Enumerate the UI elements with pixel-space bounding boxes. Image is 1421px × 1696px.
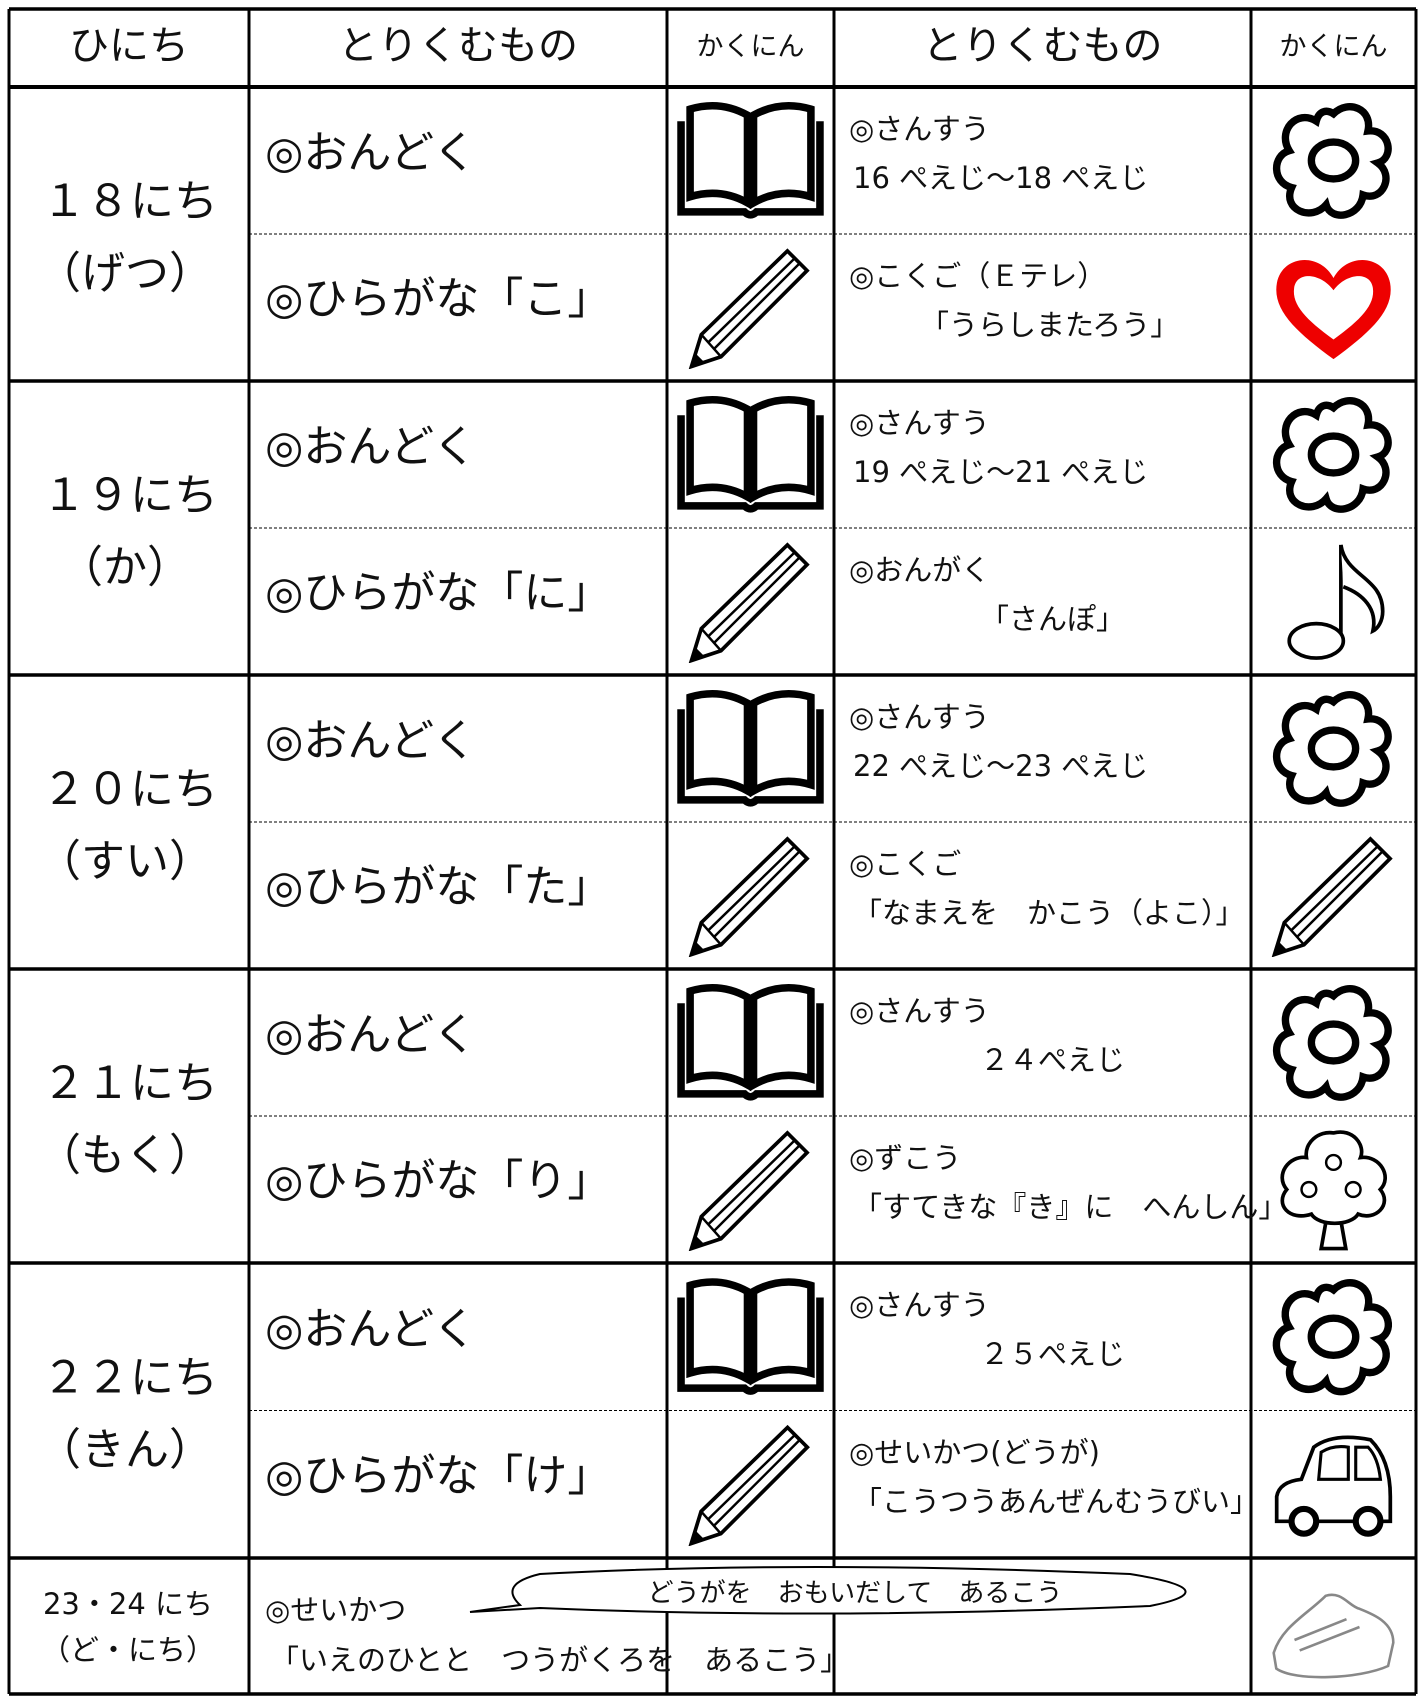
book-icon: [681, 988, 820, 1097]
heart-icon: [1276, 259, 1391, 360]
book-icon: [681, 400, 820, 509]
car-icon: [1277, 1437, 1391, 1533]
pencil-icon: [691, 1427, 807, 1543]
task-right-detail: 「こうつうあんぜんむうびい」: [853, 1485, 1259, 1519]
task-right-detail: 19 ぺえじ～21 ぺえじ: [853, 455, 1148, 489]
note-icon: [1289, 545, 1382, 658]
day-weekday: （きん）: [37, 1425, 213, 1476]
task-right: ◎こくご（Ｅテレ）: [849, 259, 1106, 293]
flower-icon: [1277, 107, 1389, 215]
day-weekday: （もく）: [37, 1130, 213, 1181]
task-right: ◎さんすう: [849, 700, 990, 734]
task-left: ◎ひらがな「に」: [265, 568, 611, 619]
bubble-text: どうがを おもいだして あるこう: [648, 1579, 1063, 1609]
header-label: とりくむもの: [338, 23, 578, 69]
task-left: ◎おんどく: [265, 716, 477, 767]
task-right: ◎ずこう: [849, 1141, 961, 1175]
pencil-icon: [691, 545, 807, 661]
day-weekday: （すい）: [37, 836, 213, 887]
day-weekday: （か）: [59, 542, 191, 593]
header-label: ひにち: [69, 23, 189, 69]
pencil-icon: [691, 1133, 807, 1249]
task-right: ◎さんすう: [849, 1288, 990, 1322]
day-date: １８にち: [42, 176, 218, 227]
task-right-detail: 「すてきな『き』に へんしん」: [853, 1190, 1287, 1224]
day-date: １９にち: [42, 470, 218, 521]
task-right: ◎さんすう: [849, 406, 990, 440]
header-label: とりくむもの: [923, 23, 1163, 69]
task-left: ◎おんどく: [265, 1304, 477, 1355]
task-right-detail: 16 ぺえじ～18 ぺえじ: [853, 161, 1148, 195]
day-date: ２０にち: [42, 764, 218, 815]
task-right-detail: ２４ぺえじ: [980, 1043, 1125, 1077]
pencil-icon: [1274, 839, 1390, 955]
task-right-detail: 22 ぺえじ～23 ぺえじ: [853, 749, 1148, 783]
task-right: ◎さんすう: [849, 112, 990, 146]
task-right: ◎こくご: [849, 847, 961, 881]
header-label: かくにん: [697, 32, 805, 63]
task-right-detail: 「なまえを かこう（よこ）」: [853, 896, 1245, 930]
speech-bubble: [469, 1566, 1187, 1615]
flower-icon: [1277, 695, 1389, 803]
flower-icon: [1276, 1283, 1388, 1392]
book-icon: [681, 1282, 820, 1391]
flower-icon: [1277, 989, 1389, 1097]
tree-icon: [1282, 1132, 1385, 1248]
task-right: ◎さんすう: [849, 994, 990, 1028]
task-right-detail: ２５ぺえじ: [980, 1337, 1125, 1371]
weekend-weekday: （ど・にち）: [41, 1633, 215, 1667]
header-label: かくにん: [1280, 32, 1388, 63]
task-right-detail: 「うらしまたろう」: [920, 308, 1179, 342]
task-left: ◎ひらがな「け」: [265, 1450, 611, 1501]
task-left: ◎おんどく: [265, 1010, 477, 1061]
table-grid: [7, 7, 1418, 1696]
task-left: ◎ひらがな「り」: [265, 1156, 611, 1207]
weekend-body: 「いえのひとと つうがくろを あるこう」: [270, 1643, 849, 1677]
flower-icon: [1277, 401, 1389, 509]
weekend-date: 23・24 にち: [43, 1587, 213, 1621]
book-icon: [681, 694, 820, 803]
weekend-title: ◎せいかつ: [265, 1593, 406, 1627]
task-left: ◎おんどく: [265, 422, 477, 473]
task-left: ◎ひらがな「た」: [265, 862, 611, 913]
task-right: ◎せいかつ(どうが): [849, 1436, 1100, 1470]
pencil-icon: [691, 839, 807, 955]
task-right: ◎おんがく: [849, 553, 990, 587]
task-left: ◎おんどく: [265, 128, 477, 179]
task-right-detail: 「さんぽ」: [980, 602, 1125, 636]
task-left: ◎ひらがな「こ」: [265, 274, 611, 325]
pencil-icon: [691, 251, 807, 367]
book-icon: [681, 106, 820, 215]
day-date: ２２にち: [42, 1353, 218, 1404]
shoes-icon: [1272, 1593, 1395, 1679]
day-date: ２１にち: [42, 1058, 218, 1109]
day-weekday: （げつ）: [37, 248, 213, 299]
